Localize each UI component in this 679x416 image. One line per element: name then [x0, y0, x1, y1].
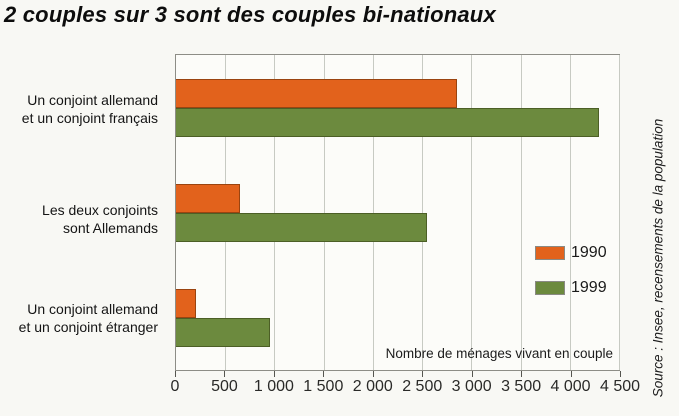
category-label-2: Les deux conjoints sont Allemands — [42, 202, 158, 236]
bar-1999-group-2 — [176, 213, 428, 242]
bar-1990-group-1 — [176, 79, 457, 108]
gridline-2500 — [422, 55, 424, 370]
gridline-2000 — [372, 55, 374, 370]
legend: 1990 1999 — [535, 244, 607, 315]
axis-tick-4000 — [570, 371, 572, 377]
axis-tick-label-1000: 1 000 — [253, 378, 294, 395]
axis-tick-3000 — [471, 371, 473, 377]
legend-item-1990: 1990 — [535, 244, 607, 261]
bar-1990-group-3 — [176, 289, 196, 318]
axis-tick-label-3500: 3 500 — [501, 378, 542, 395]
plot-area — [175, 54, 620, 371]
x-axis-note: Nombre de ménages vivant en couple — [385, 346, 613, 361]
gridline-3500 — [520, 55, 522, 370]
gridline-3000 — [471, 55, 473, 370]
gridline-1000 — [274, 55, 276, 370]
axis-tick-1000 — [273, 371, 275, 377]
legend-swatch-1999 — [535, 281, 565, 295]
axis-tick-2000 — [372, 371, 374, 377]
axis-tick-label-3000: 3 000 — [451, 378, 492, 395]
gridline-4500 — [619, 55, 620, 370]
axis-tick-4500 — [620, 371, 621, 377]
x-axis: 0 500 1 000 1 500 2 000 2 500 3 000 3 500 4 000 4… — [171, 371, 640, 401]
gridline-1500 — [323, 55, 325, 370]
axis-tick-label-2000: 2 000 — [352, 378, 393, 395]
legend-label-1999: 1999 — [571, 279, 607, 296]
category-labels: Un conjoint allemand et un conjoint franç… — [0, 0, 158, 416]
axis-tick-3500 — [521, 371, 523, 377]
source-note: Source : Insee, recensements de la popul… — [650, 118, 666, 398]
category-label-1: Un conjoint allemand et un conjoint franç… — [21, 92, 158, 126]
bar-1999-group-3 — [176, 318, 270, 347]
bar-1999-group-1 — [176, 108, 600, 137]
axis-tick-0 — [175, 371, 176, 377]
legend-swatch-1990 — [535, 246, 565, 260]
category-label-3: Un conjoint allemand et un conjoint étran… — [18, 301, 158, 335]
axis-tick-500 — [224, 371, 226, 377]
axis-tick-1500 — [323, 371, 325, 377]
axis-tick-label-4500: 4 500 — [599, 378, 641, 395]
axis-tick-label-2500: 2 500 — [402, 378, 443, 395]
axis-tick-2500 — [422, 371, 424, 377]
axis-tick-label-1500: 1 500 — [303, 378, 344, 395]
axis-tick-label-0: 0 — [170, 378, 180, 395]
chart-title: 2 couples sur 3 sont des couples bi-nati… — [4, 2, 496, 27]
legend-item-1999: 1999 — [535, 279, 607, 296]
axis-tick-label-4000: 4 000 — [550, 378, 591, 395]
legend-label-1990: 1990 — [571, 244, 607, 261]
gridline-4000 — [569, 55, 571, 370]
bar-1990-group-2 — [176, 184, 240, 213]
axis-tick-label-500: 500 — [211, 378, 238, 395]
